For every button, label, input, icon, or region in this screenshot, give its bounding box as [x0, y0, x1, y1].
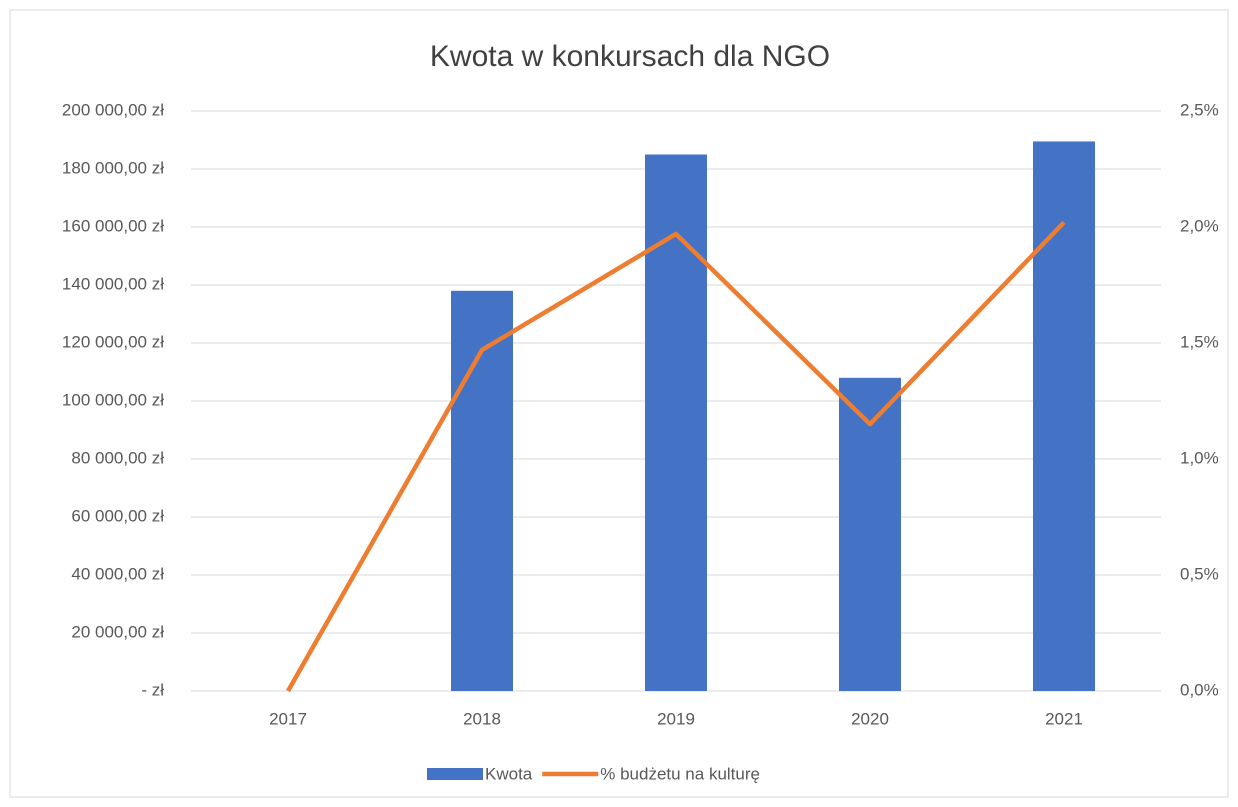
- y-tick-label: 120 000,00 zł: [62, 332, 164, 351]
- chart-title: Kwota w konkursach dla NGO: [430, 40, 830, 73]
- x-tick-label: 2019: [657, 709, 695, 728]
- y-tick-label: 100 000,00 zł: [62, 390, 164, 409]
- y2-tick-label: 2,5%: [1180, 100, 1219, 119]
- chart-border: [9, 9, 1229, 798]
- y-tick-label: 180 000,00 zł: [62, 158, 164, 177]
- y-tick-label: 140 000,00 zł: [62, 274, 164, 293]
- bar: [1033, 141, 1095, 691]
- y-tick-label: 80 000,00 zł: [71, 448, 164, 467]
- bar: [839, 377, 901, 691]
- x-tick-label: 2021: [1045, 709, 1083, 728]
- y2-tick-label: 0,5%: [1180, 564, 1219, 583]
- x-tick-label: 2018: [463, 709, 501, 728]
- line: [286, 220, 1066, 693]
- y-tick-label: 60 000,00 zł: [71, 506, 164, 525]
- y-tick-label: 20 000,00 zł: [71, 622, 164, 641]
- y2-tick-label: 2,0%: [1180, 216, 1219, 235]
- legend-label: % budżetu na kulturę: [600, 764, 760, 783]
- y-tick-label: 200 000,00 zł: [62, 100, 164, 119]
- y2-tick-label: 0,0%: [1180, 680, 1219, 699]
- legend-swatch: [427, 768, 483, 780]
- bar: [451, 290, 513, 691]
- x-tick-label: 2017: [269, 709, 307, 728]
- y-tick-label: 160 000,00 zł: [62, 216, 164, 235]
- y-tick-label: 40 000,00 zł: [71, 564, 164, 583]
- x-tick-label: 2020: [851, 709, 889, 728]
- legend-label: Kwota: [485, 764, 533, 783]
- y-tick-label: - zł: [141, 680, 164, 699]
- y2-tick-label: 1,0%: [1180, 448, 1219, 467]
- y2-tick-label: 1,5%: [1180, 332, 1219, 351]
